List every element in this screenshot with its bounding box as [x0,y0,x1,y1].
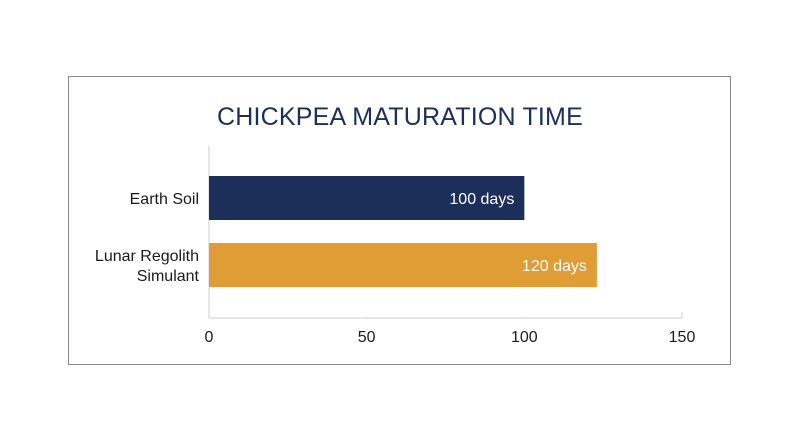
data-label: 120 days [522,258,587,275]
category-label: Earth Soil [130,191,199,208]
x-tick-label: 100 [511,329,538,346]
bars [209,176,597,287]
axes [208,146,683,319]
x-tick-label: 0 [205,329,214,346]
category-label: Simulant [137,268,200,285]
x-tick-label: 150 [669,329,696,346]
x-tick-label: 50 [358,329,376,346]
labels: 0 50 100 150 100 days Earth Soil 120 days Lunar… [95,191,696,346]
chart-card [68,76,731,365]
data-label: 100 days [449,191,514,208]
bar [209,243,597,287]
chart-title: CHICKPEA MATURATION TIME [217,103,583,131]
category-label: Lunar Regolith [95,248,199,265]
bar [209,176,525,220]
